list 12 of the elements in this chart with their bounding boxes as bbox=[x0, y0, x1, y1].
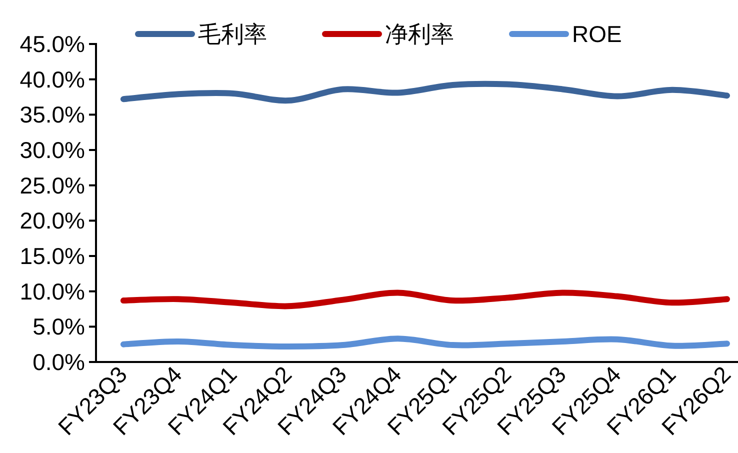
y-tick-label: 10.0% bbox=[20, 278, 85, 304]
legend-label: ROE bbox=[572, 21, 622, 47]
y-tick-label: 40.0% bbox=[20, 66, 85, 92]
legend-label: 净利率 bbox=[385, 21, 454, 47]
y-tick-label: 15.0% bbox=[20, 243, 85, 269]
y-tick-label: 25.0% bbox=[20, 172, 85, 198]
y-tick-label: 30.0% bbox=[20, 137, 85, 163]
legend-label: 毛利率 bbox=[198, 21, 267, 47]
y-tick-label: 5.0% bbox=[32, 314, 85, 340]
y-tick-label: 20.0% bbox=[20, 208, 85, 234]
y-tick-label: 45.0% bbox=[20, 31, 85, 57]
y-tick-label: 35.0% bbox=[20, 102, 85, 128]
